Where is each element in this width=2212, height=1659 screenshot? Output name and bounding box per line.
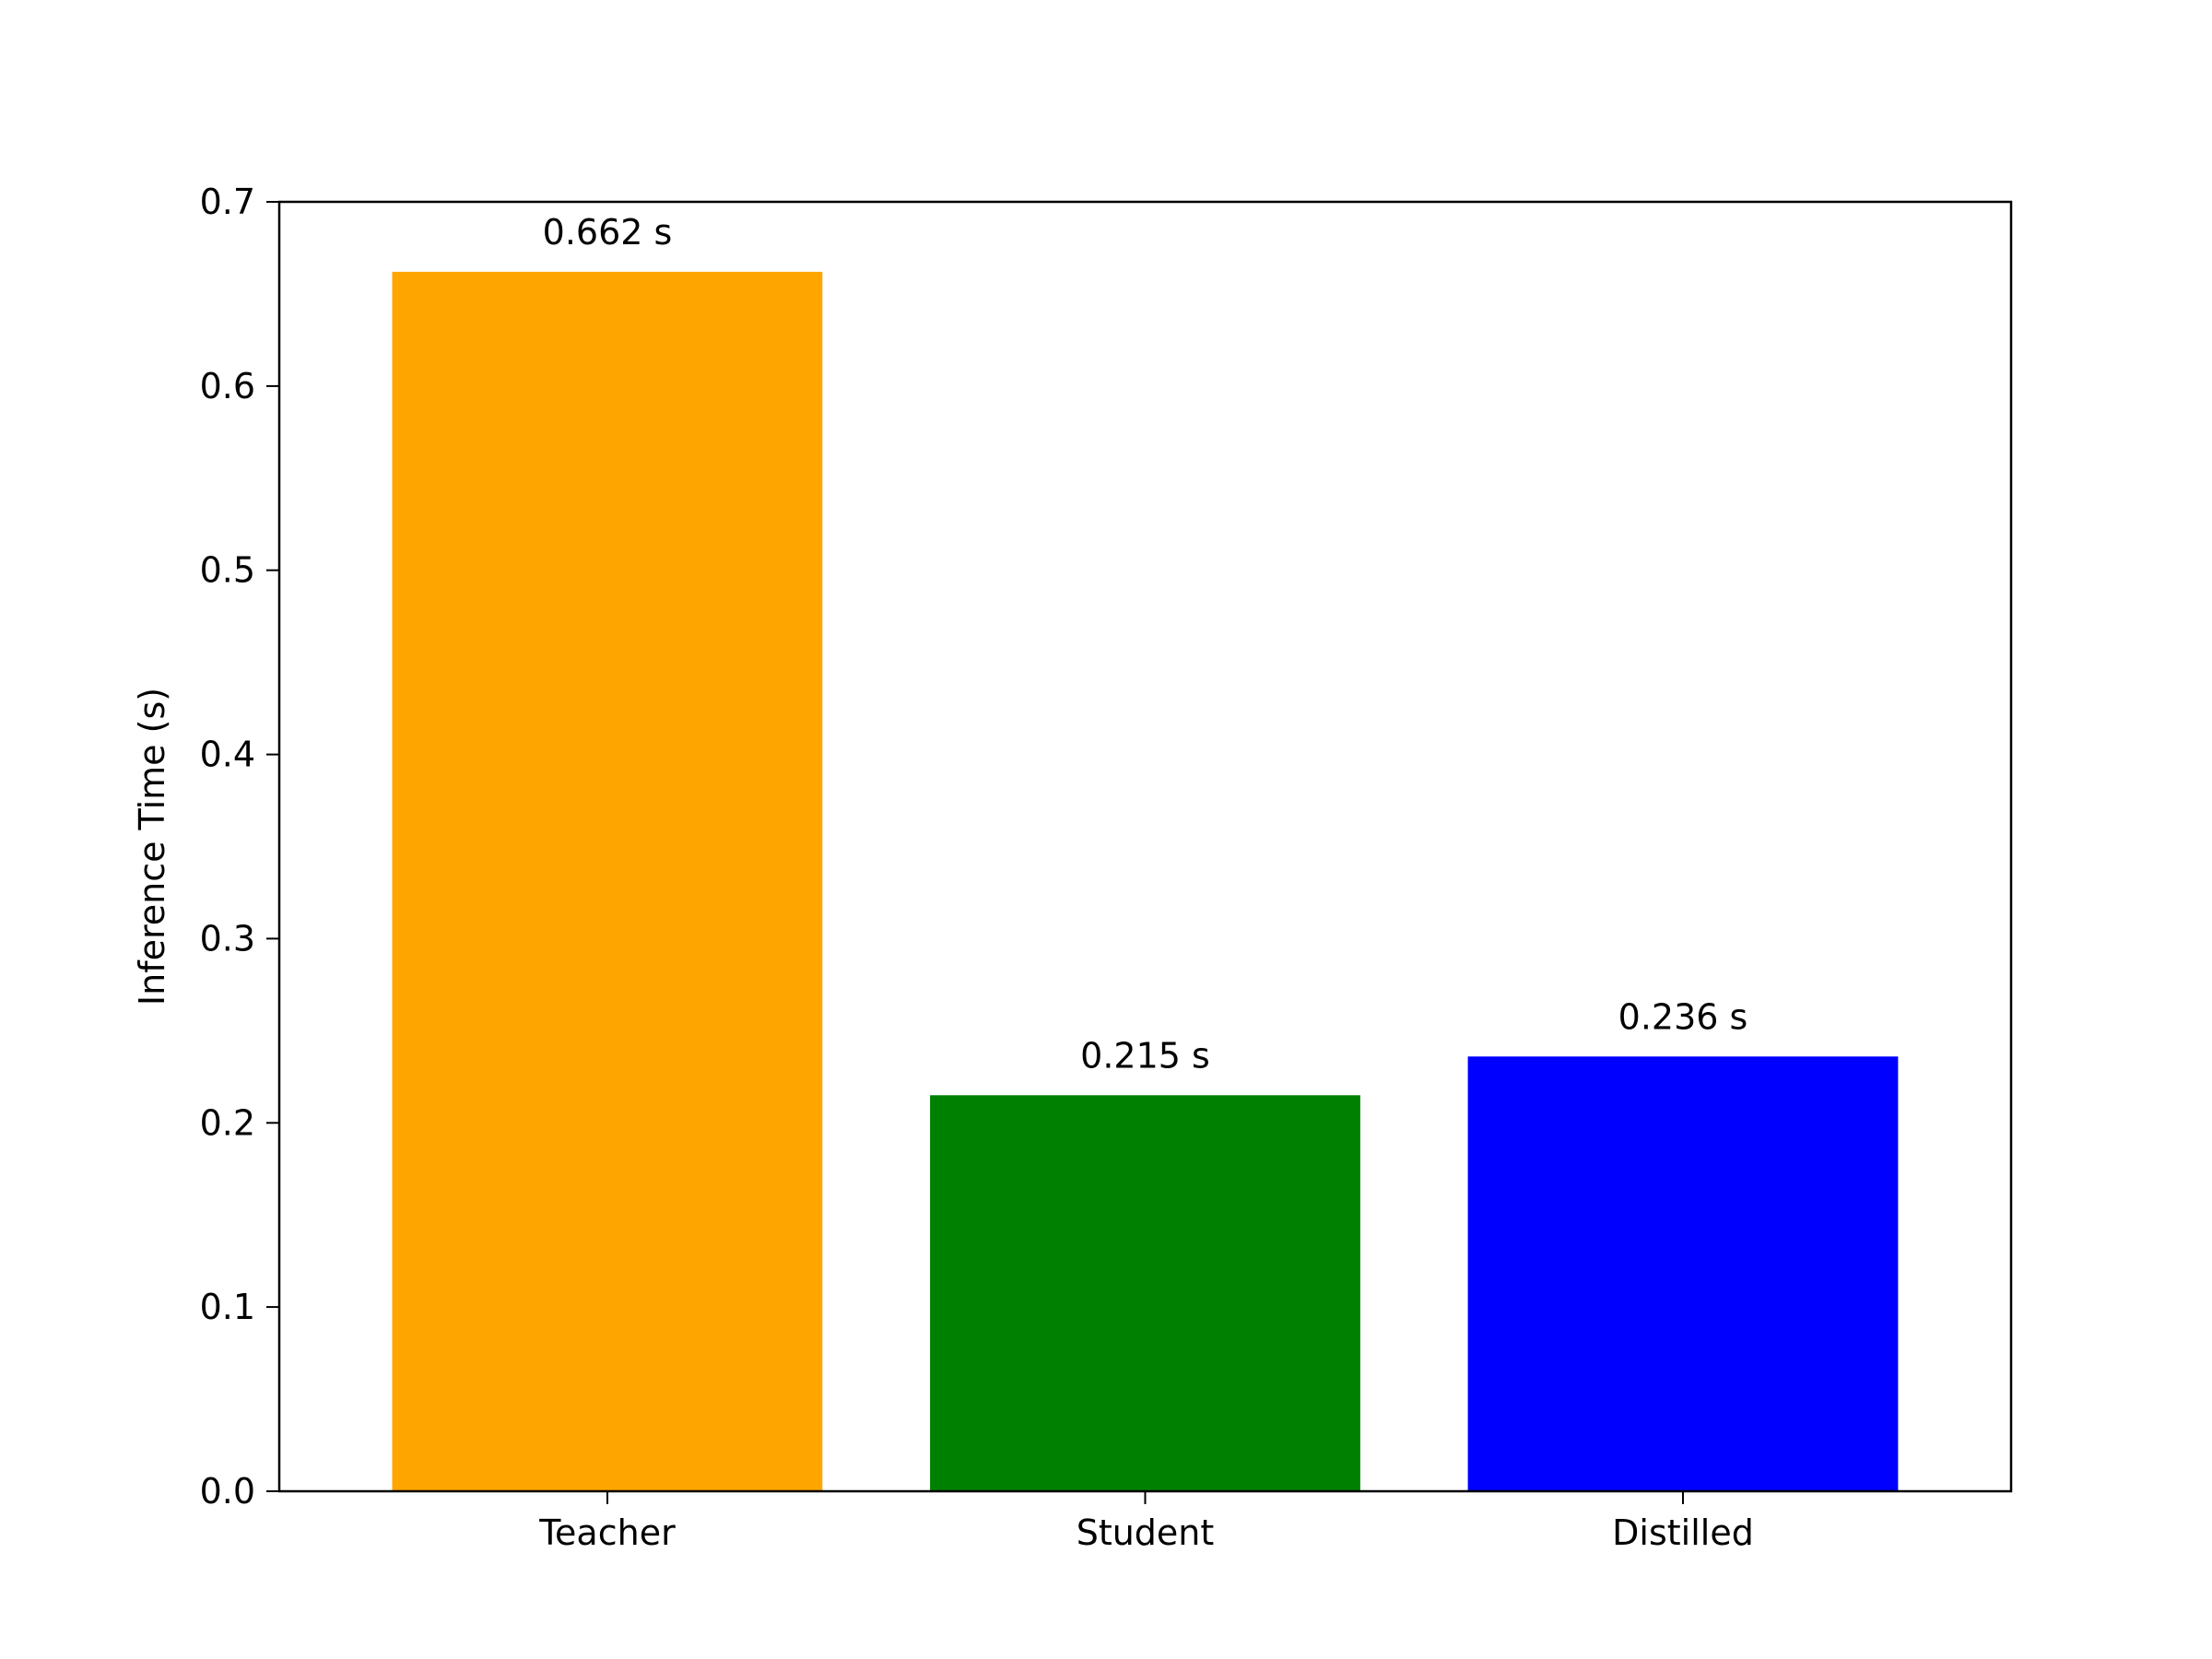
y-tick-label: 0.4 bbox=[200, 735, 255, 775]
y-tick-label: 0.0 bbox=[200, 1471, 255, 1512]
y-tick-label: 0.7 bbox=[200, 182, 255, 222]
x-tick-label-student: Student bbox=[1077, 1512, 1215, 1553]
x-tick-label-distilled: Distilled bbox=[1612, 1512, 1754, 1553]
bars-group bbox=[392, 271, 1899, 1491]
plot-frame bbox=[277, 200, 2013, 1493]
y-tick-label: 0.5 bbox=[200, 550, 255, 591]
bar-distilled bbox=[1467, 1056, 1899, 1491]
y-tick-label: 0.2 bbox=[200, 1102, 255, 1143]
x-axis: Teacher Student Distilled bbox=[538, 1491, 1754, 1553]
y-tick-label: 0.3 bbox=[200, 918, 255, 959]
bar-teacher bbox=[392, 271, 823, 1491]
bar-student bbox=[930, 1095, 1360, 1491]
data-label-student: 0.215 s bbox=[1080, 1035, 1210, 1076]
y-tick-label: 0.1 bbox=[200, 1287, 255, 1327]
data-labels-group: 0.662 s 0.215 s 0.236 s bbox=[543, 212, 1748, 1076]
y-axis: 0.0 0.1 0.2 0.3 0.4 0.5 0.6 0.7 bbox=[200, 182, 279, 1512]
data-label-teacher: 0.662 s bbox=[543, 212, 673, 253]
data-label-distilled: 0.236 s bbox=[1618, 996, 1748, 1037]
y-axis-label: Inference Time (s) bbox=[132, 688, 172, 1006]
y-tick-label: 0.6 bbox=[200, 366, 255, 406]
x-tick-label-teacher: Teacher bbox=[538, 1512, 676, 1553]
